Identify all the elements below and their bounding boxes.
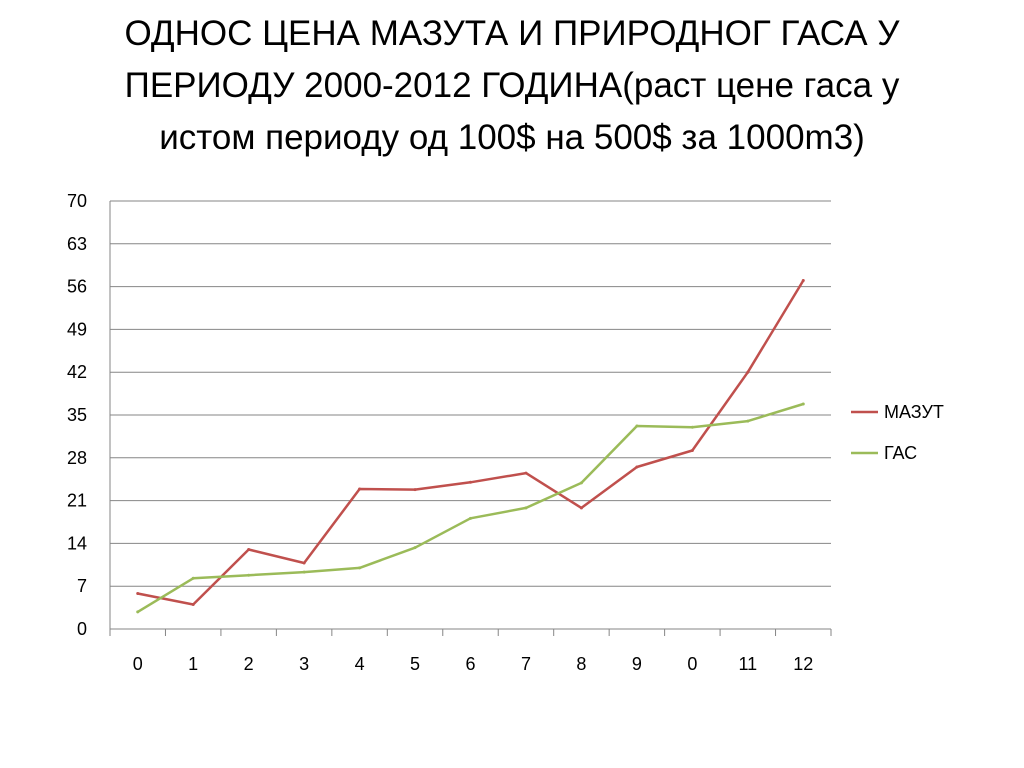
data-point (302, 570, 306, 574)
x-tick-label: 8 (576, 654, 586, 674)
data-point (579, 481, 583, 485)
slide-title-line-1: ОДНОС ЦЕНА МАЗУТА И ПРИРОДНОГ ГАСА У (124, 14, 900, 53)
data-point (191, 576, 195, 580)
legend-label-1: МАЗУТ (884, 402, 944, 422)
data-point (801, 402, 805, 406)
data-point (136, 592, 140, 596)
data-point (413, 488, 417, 492)
data-point (635, 424, 639, 428)
data-point (746, 370, 750, 374)
x-tick-label: 11 (738, 654, 757, 674)
data-point (524, 506, 528, 510)
y-tick-label: 35 (67, 405, 87, 425)
data-point (690, 448, 694, 452)
x-tick-label: 0 (687, 654, 697, 674)
data-point (469, 516, 472, 520)
y-tick-label: 21 (67, 491, 87, 511)
slide-title-line-2: ПЕРИОДУ 2000-2012 ГОДИНА(раст цене гаса … (124, 66, 900, 105)
data-point (191, 603, 195, 607)
data-point (358, 566, 362, 570)
x-tick-label: 6 (465, 654, 475, 674)
slide-title-line-3: истом периоду од 100$ на 500$ за 1000m3) (159, 118, 865, 157)
y-tick-label: 56 (67, 277, 87, 297)
data-point (690, 425, 694, 429)
x-tick-label: 1 (188, 654, 198, 674)
y-tick-label: 0 (77, 619, 87, 639)
data-point (247, 548, 251, 552)
x-tick-label: 9 (632, 654, 642, 674)
y-tick-label: 28 (67, 448, 87, 468)
y-tick-label: 63 (67, 234, 87, 254)
data-point (247, 573, 251, 577)
y-tick-label: 7 (77, 576, 87, 596)
data-point (413, 546, 417, 550)
data-point (469, 480, 472, 484)
data-point (746, 419, 750, 423)
data-point (801, 278, 805, 282)
x-tick-label: 2 (244, 654, 254, 674)
x-tick-label: 0 (133, 654, 143, 674)
data-point (302, 561, 306, 565)
data-point (524, 471, 528, 475)
y-tick-label: 14 (67, 533, 87, 553)
x-tick-label: 5 (410, 654, 420, 674)
x-tick-label: 7 (521, 654, 531, 674)
x-tick-label: 4 (355, 654, 365, 674)
data-point (579, 506, 583, 510)
y-tick-label: 49 (67, 319, 87, 339)
x-tick-label: 12 (793, 654, 813, 674)
data-point (635, 465, 639, 469)
slide-title: ОДНОС ЦЕНА МАЗУТА И ПРИРОДНОГ ГАСА У ПЕР… (40, 8, 984, 164)
x-tick-label: 3 (299, 654, 309, 674)
y-tick-label: 70 (67, 191, 87, 211)
data-point (358, 487, 362, 491)
data-point (136, 610, 140, 614)
legend-label-2: ГАС (884, 443, 917, 463)
y-tick-label: 42 (67, 362, 87, 382)
